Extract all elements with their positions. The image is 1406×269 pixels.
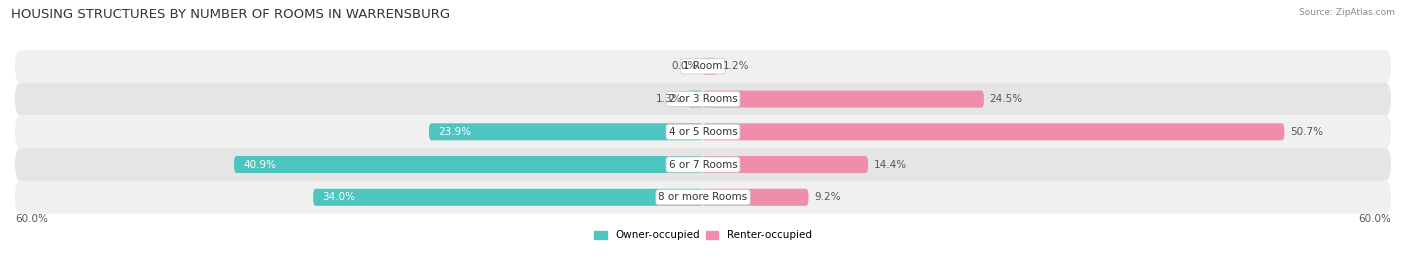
Text: HOUSING STRUCTURES BY NUMBER OF ROOMS IN WARRENSBURG: HOUSING STRUCTURES BY NUMBER OF ROOMS IN… <box>11 8 450 21</box>
Text: 23.9%: 23.9% <box>439 127 471 137</box>
FancyBboxPatch shape <box>15 148 1391 181</box>
Text: 4 or 5 Rooms: 4 or 5 Rooms <box>669 127 737 137</box>
Text: 24.5%: 24.5% <box>990 94 1022 104</box>
FancyBboxPatch shape <box>703 91 984 108</box>
FancyBboxPatch shape <box>15 50 1391 83</box>
FancyBboxPatch shape <box>688 91 703 108</box>
Text: 1.2%: 1.2% <box>723 61 749 71</box>
FancyBboxPatch shape <box>703 189 808 206</box>
Text: 9.2%: 9.2% <box>814 192 841 202</box>
Text: 1 Room: 1 Room <box>683 61 723 71</box>
FancyBboxPatch shape <box>314 189 703 206</box>
Text: 60.0%: 60.0% <box>15 214 48 224</box>
FancyBboxPatch shape <box>703 156 868 173</box>
Text: 0.0%: 0.0% <box>671 61 697 71</box>
FancyBboxPatch shape <box>703 58 717 75</box>
Text: 50.7%: 50.7% <box>1291 127 1323 137</box>
Text: 2 or 3 Rooms: 2 or 3 Rooms <box>669 94 737 104</box>
Text: 1.3%: 1.3% <box>655 94 682 104</box>
FancyBboxPatch shape <box>15 83 1391 115</box>
Text: Source: ZipAtlas.com: Source: ZipAtlas.com <box>1299 8 1395 17</box>
Legend: Owner-occupied, Renter-occupied: Owner-occupied, Renter-occupied <box>591 226 815 245</box>
Text: 34.0%: 34.0% <box>322 192 356 202</box>
FancyBboxPatch shape <box>429 123 703 140</box>
FancyBboxPatch shape <box>703 123 1284 140</box>
Text: 8 or more Rooms: 8 or more Rooms <box>658 192 748 202</box>
FancyBboxPatch shape <box>15 181 1391 214</box>
Text: 60.0%: 60.0% <box>1358 214 1391 224</box>
Text: 6 or 7 Rooms: 6 or 7 Rooms <box>669 160 737 169</box>
Text: 40.9%: 40.9% <box>243 160 276 169</box>
FancyBboxPatch shape <box>15 115 1391 148</box>
FancyBboxPatch shape <box>233 156 703 173</box>
Text: 14.4%: 14.4% <box>875 160 907 169</box>
